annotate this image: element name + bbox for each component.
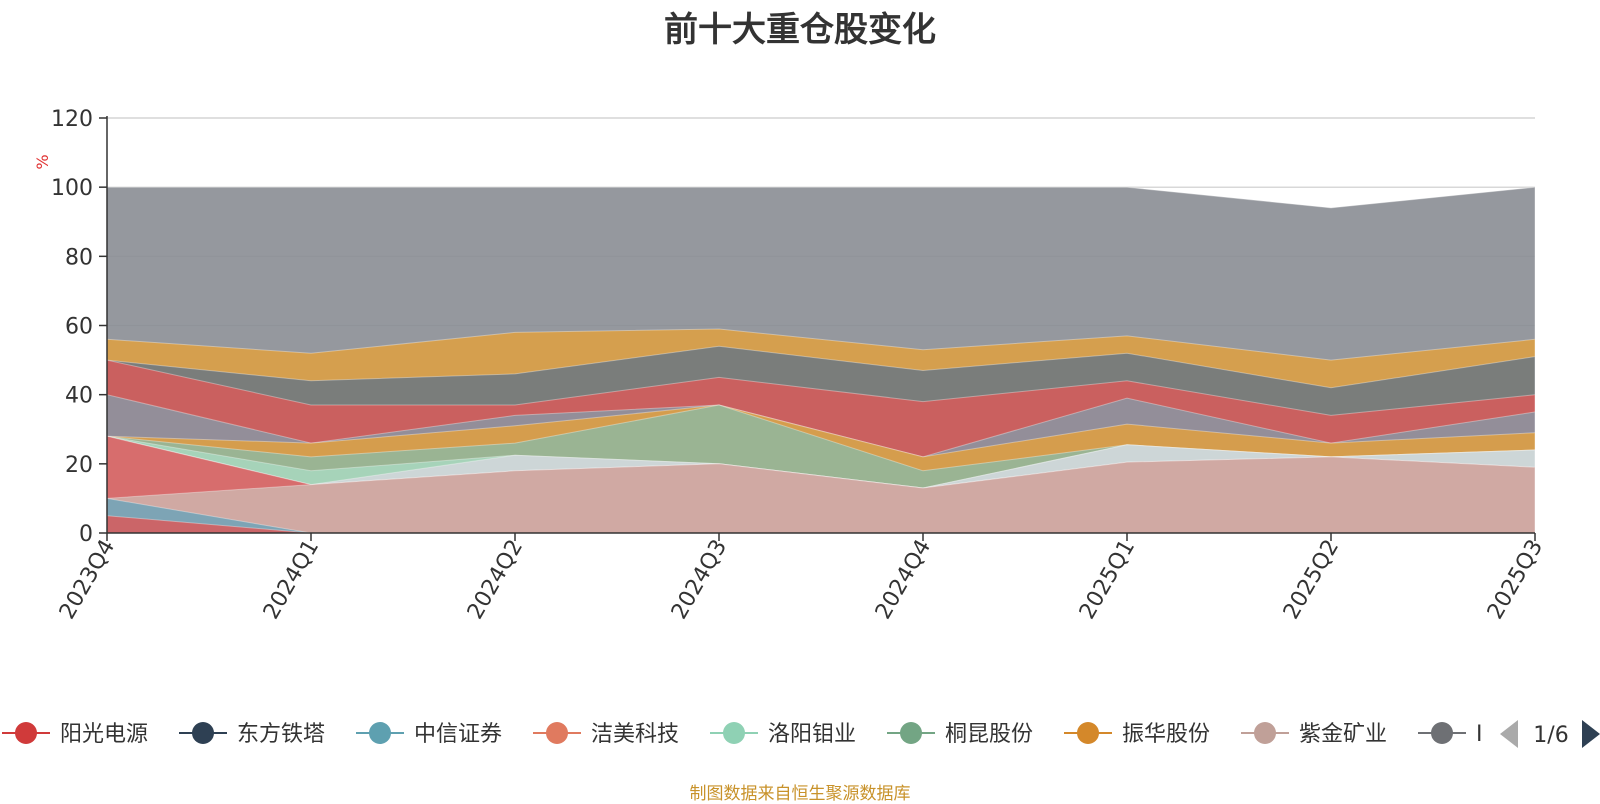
y-axis-unit-label: % <box>33 154 52 169</box>
legend-marker <box>15 722 37 744</box>
legend-item-阳光电源[interactable]: 阳光电源 <box>2 722 148 747</box>
legend-page-indicator: 1/6 <box>1533 723 1568 748</box>
legend-pager: 1/6 <box>1500 720 1600 748</box>
legend-next-icon[interactable] <box>1582 720 1600 748</box>
legend-item-紫金矿业[interactable]: 紫金矿业 <box>1241 722 1387 747</box>
legend-item-东方铁塔[interactable]: 东方铁塔 <box>179 722 325 747</box>
legend-prev-icon[interactable] <box>1500 720 1518 748</box>
legend-item-洁美科技[interactable]: 洁美科技 <box>533 722 679 747</box>
y-tick-label-0: 0 <box>79 522 93 547</box>
y-tick-label-60: 60 <box>65 315 93 340</box>
legend-item-振华股份[interactable]: 振华股份 <box>1064 722 1210 747</box>
x-tick-label-2025Q3: 2025Q3 <box>1483 536 1548 624</box>
legend-label: 洁美科技 <box>591 722 679 747</box>
legend-label-partial: I <box>1476 722 1483 747</box>
y-tick-label-40: 40 <box>65 384 93 409</box>
legend-marker <box>900 722 922 744</box>
legend-label: 桐昆股份 <box>945 722 1033 747</box>
legend-item-partial[interactable]: I <box>1418 722 1483 747</box>
legend-marker <box>1077 722 1099 744</box>
legend-label: 紫金矿业 <box>1299 722 1387 747</box>
y-tick-label-20: 20 <box>65 453 93 478</box>
legend-marker <box>1254 722 1276 744</box>
legend-marker <box>546 722 568 744</box>
x-tick-label-2023Q4: 2023Q4 <box>55 536 120 624</box>
legend-label: 振华股份 <box>1122 722 1210 747</box>
chart-title: 前十大重仓股变化 <box>664 10 936 50</box>
legend: 阳光电源 东方铁塔 中信证券 洁美科技 洛阳钼业 桐昆股份 振华股份 紫金矿业 I 1/6 <box>2 720 1600 748</box>
legend-label: 阳光电源 <box>60 722 148 747</box>
x-tick-label-2025Q1: 2025Q1 <box>1075 536 1140 624</box>
legend-item-桐昆股份[interactable]: 桐昆股份 <box>887 722 1033 747</box>
legend-marker <box>723 722 745 744</box>
legend-marker <box>369 722 391 744</box>
legend-label: 洛阳钼业 <box>768 722 856 747</box>
source-note: 制图数据来自恒生聚源数据库 <box>689 784 911 804</box>
y-tick-label-100: 100 <box>51 176 93 201</box>
legend-label: 东方铁塔 <box>237 722 325 747</box>
legend-marker <box>1431 722 1453 744</box>
x-tick-label-2024Q2: 2024Q2 <box>463 536 528 624</box>
x-tick-label-2024Q3: 2024Q3 <box>667 536 732 624</box>
legend-marker <box>192 722 214 744</box>
legend-label: 中信证券 <box>414 722 502 747</box>
y-tick-label-80: 80 <box>65 245 93 270</box>
y-tick-label-120: 120 <box>51 107 93 132</box>
legend-item-中信证券[interactable]: 中信证券 <box>356 722 502 747</box>
x-tick-label-2025Q2: 2025Q2 <box>1279 536 1344 624</box>
legend-item-洛阳钼业[interactable]: 洛阳钼业 <box>710 722 856 747</box>
x-tick-label-2024Q1: 2024Q1 <box>259 536 324 624</box>
area-layer <box>106 186 1536 534</box>
x-tick-label-2024Q4: 2024Q4 <box>871 536 936 624</box>
